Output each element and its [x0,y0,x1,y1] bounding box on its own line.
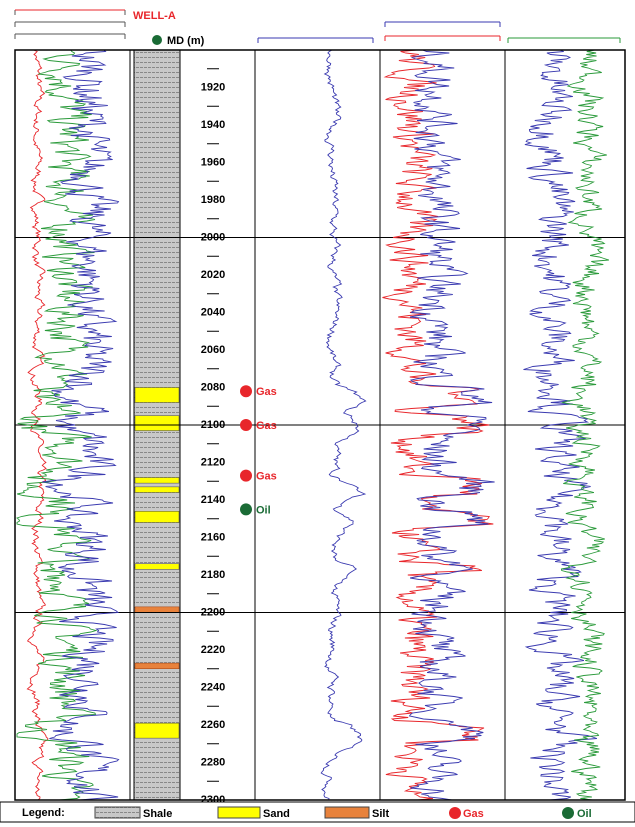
log-curve [42,49,120,801]
fluid-marker [240,419,252,431]
log-curve [382,49,494,801]
log-curve [523,49,598,801]
depth-tick-label: 1920 [201,81,225,93]
lithology-bed [134,477,180,484]
depth-tick-label: 2060 [201,344,225,356]
legend-box [0,801,635,823]
depth-tick-label: 2240 [201,681,225,693]
depth-tick-label: 2160 [201,531,225,543]
legend-swatch [324,806,370,819]
legend-title: Legend: [22,807,65,819]
depth-tick-label: 1980 [201,194,225,206]
log-curve [408,49,495,801]
lithology-bed [134,606,180,613]
lithology-bed [134,722,180,739]
fluid-marker [240,385,252,398]
legend-swatch [562,807,574,819]
lithology-bed [134,511,180,523]
fluid-label: Oil [256,504,271,516]
fluid-label: Gas [256,386,277,398]
depth-tick-label: 2200 [201,606,225,618]
legend-swatch [94,806,141,819]
fluid-marker [240,469,252,482]
legend-swatch [217,806,261,819]
depth-tick-label: 2180 [201,569,225,581]
depth-tick-label: 2220 [201,644,225,656]
depth-tick-label: 1960 [201,156,225,168]
depth-label: MD (m) [167,35,205,47]
legend-label: Oil [577,808,592,820]
legend-swatch [449,807,461,819]
log-curve [560,49,610,801]
depth-icon [152,35,162,45]
depth-tick-label: 2080 [201,381,225,393]
fluid-marker [240,503,252,516]
lithology-bed [134,387,180,403]
lithology-bed [134,486,180,493]
depth-tick-label: 2260 [201,719,225,731]
depth-tick-label: 2000 [201,231,225,243]
legend-label: Shale [143,808,172,820]
depth-tick-label: 1940 [201,119,225,131]
lithology-bed [134,415,180,431]
depth-tick-label: 2280 [201,756,225,768]
legend-label: Gas [463,808,484,820]
depth-tick-label: 2120 [201,456,225,468]
frame [14,49,626,801]
log-curve [320,49,367,801]
lithology-bed [134,662,180,669]
depth-tick-label: 2100 [201,419,225,431]
header [14,9,621,43]
depth-tick-label: 2140 [201,494,225,506]
lithology-bed [134,563,180,570]
depth-tick-label: 2040 [201,306,225,318]
well-name: WELL-A [133,10,176,22]
log-curve [16,49,98,801]
legend-label: Sand [263,808,290,820]
legend-label: Silt [372,808,389,820]
fluid-label: Gas [256,471,277,483]
fluid-label: Gas [256,420,277,432]
depth-tick-label: 2020 [201,269,225,281]
